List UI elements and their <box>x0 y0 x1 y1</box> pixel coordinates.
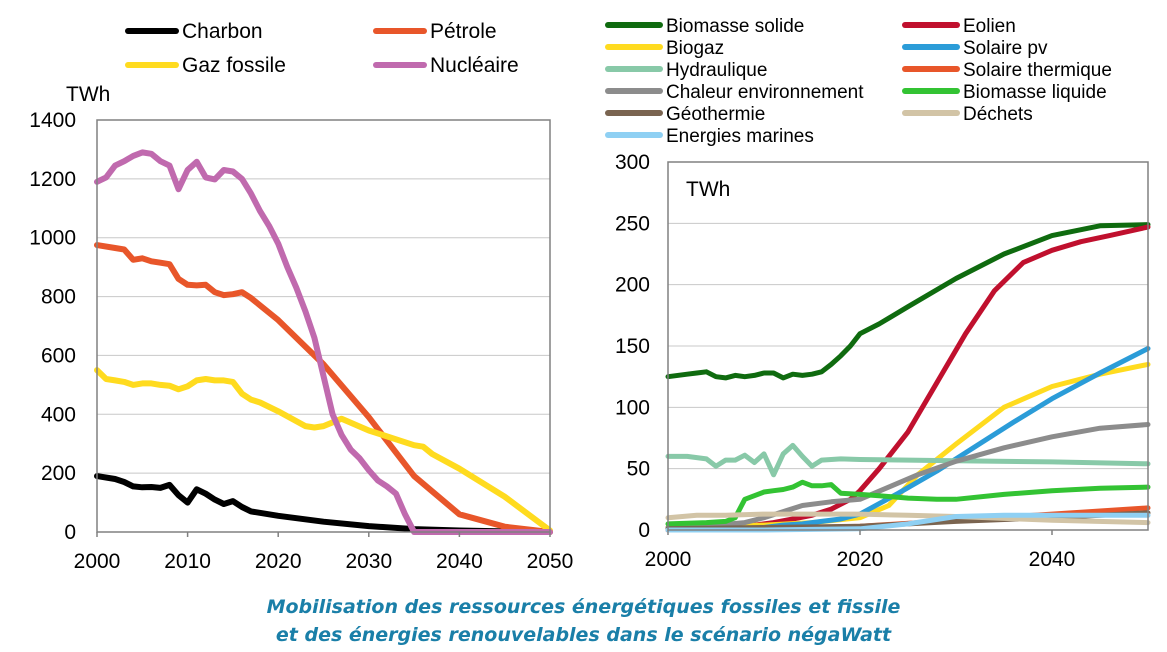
right-y-tick-label: 50 <box>627 458 650 481</box>
left-x-tick-label: 2030 <box>345 550 392 573</box>
left-x-tick-label: 2020 <box>255 550 302 573</box>
legend-label: Solaire thermique <box>963 60 1112 81</box>
left-legend: Charbon Pétrole Gaz fossile Nucléaire <box>125 20 519 77</box>
left-x-tick-label: 2040 <box>436 550 483 573</box>
right-x-tick-labels: 2000 2020 2040 <box>645 530 1076 571</box>
legend-label: Solaire pv <box>963 38 1048 59</box>
series-line-biogaz <box>665 361 1151 530</box>
legend-label: Chaleur environnement <box>666 82 864 103</box>
left-y-tick-label: 800 <box>41 286 76 309</box>
right-y-tick-label: 0 <box>638 519 650 542</box>
legend-item-biomasse-solide: Biomasse solide <box>605 16 804 37</box>
left-y-tick-label: 600 <box>41 344 76 367</box>
legend-label: Charbon <box>182 20 263 43</box>
left-unit-label: TWh <box>66 83 110 106</box>
caption-line-2: et des énergies renouvelables dans le sc… <box>275 624 892 646</box>
series-line-gaz-fossile <box>94 367 553 534</box>
left-x-tick-label: 2010 <box>164 550 211 573</box>
right-y-tick-labels: 0 50 100 150 200 250 300 <box>615 151 650 542</box>
left-y-tick-label: 0 <box>64 521 76 544</box>
legend-item-eolien: Eolien <box>902 16 1016 37</box>
right-y-tick-label: 100 <box>615 396 650 419</box>
series-line-charbon <box>94 473 553 535</box>
legend-label: Nucléaire <box>430 54 519 77</box>
legend-item-gaz-fossile: Gaz fossile <box>125 54 286 77</box>
legend-label: Biomasse solide <box>666 16 804 37</box>
left-plot-frame <box>96 119 551 533</box>
legend-item-biogaz: Biogaz <box>605 38 724 59</box>
left-y-tick-label: 1200 <box>29 168 76 191</box>
legend-item-nucleaire: Nucléaire <box>373 54 519 77</box>
right-plot-frame <box>667 161 1149 531</box>
series-line-dechets <box>665 511 1151 526</box>
series-line-petrole <box>94 242 553 535</box>
right-y-tick-label: 300 <box>615 151 650 174</box>
legend-label: Déchets <box>963 104 1033 125</box>
left-x-tick-label: 2000 <box>74 550 121 573</box>
right-y-tick-label: 200 <box>615 274 650 297</box>
series-line-biomasse-solide <box>665 222 1151 381</box>
left-y-tick-label: 1400 <box>29 109 76 132</box>
right-y-tick-label: 150 <box>615 335 650 358</box>
legend-item-charbon: Charbon <box>125 20 263 43</box>
left-y-tick-labels: 0 200 400 600 800 1000 1200 1400 <box>29 109 76 544</box>
right-y-tick-label: 250 <box>615 212 650 235</box>
left-x-tick-labels: 2000 2010 2020 2030 2040 2050 <box>74 532 574 573</box>
legend-item-dechets: Déchets <box>902 104 1033 125</box>
legend-item-energies-marines: Energies marines <box>605 126 814 147</box>
legend-label: Hydraulique <box>666 60 767 81</box>
left-y-tick-label: 400 <box>41 403 76 426</box>
left-y-tick-label: 200 <box>41 462 76 485</box>
right-gridlines <box>668 222 1148 470</box>
legend-label: Biomasse liquide <box>963 82 1107 103</box>
right-x-tick-label: 2000 <box>645 548 692 571</box>
series-line-chaleur-environnement <box>665 422 1151 530</box>
legend-item-solaire-pv: Solaire pv <box>902 38 1048 59</box>
right-series-group <box>665 222 1151 533</box>
right-unit-label: TWh <box>686 178 730 201</box>
legend-item-petrole: Pétrole <box>373 20 497 43</box>
legend-label: Pétrole <box>430 20 497 43</box>
legend-item-biomasse-liquide: Biomasse liquide <box>902 82 1107 103</box>
legend-item-hydraulique: Hydraulique <box>605 60 767 81</box>
legend-label: Gaz fossile <box>182 54 286 77</box>
legend-label: Energies marines <box>666 126 814 147</box>
left-x-tick-label: 2050 <box>527 550 574 573</box>
right-x-tick-label: 2020 <box>837 548 884 571</box>
series-line-hydraulique <box>665 442 1151 478</box>
series-line-nucleaire <box>94 149 553 535</box>
legend-label: Géothermie <box>666 104 765 125</box>
caption-line-1: Mobilisation des ressources énergétiques… <box>266 596 901 618</box>
left-series-group <box>94 149 553 535</box>
legend-item-geothermie: Géothermie <box>605 104 765 125</box>
left-y-tick-label: 1000 <box>29 227 76 250</box>
legend-item-chaleur-environnement: Chaleur environnement <box>605 82 864 103</box>
right-legend: Biomasse solide Eolien Biogaz Solaire pv Hyd… <box>605 16 1112 147</box>
legend-label: Eolien <box>963 16 1016 37</box>
series-line-biomasse-liquide <box>665 479 1151 527</box>
legend-label: Biogaz <box>666 38 724 59</box>
legend-item-solaire-thermique: Solaire thermique <box>902 60 1112 81</box>
renewables-chart: 0 50 100 150 200 250 300 2000 2020 2040 TWh Biom… <box>605 16 1151 571</box>
right-x-tick-label: 2040 <box>1029 548 1076 571</box>
